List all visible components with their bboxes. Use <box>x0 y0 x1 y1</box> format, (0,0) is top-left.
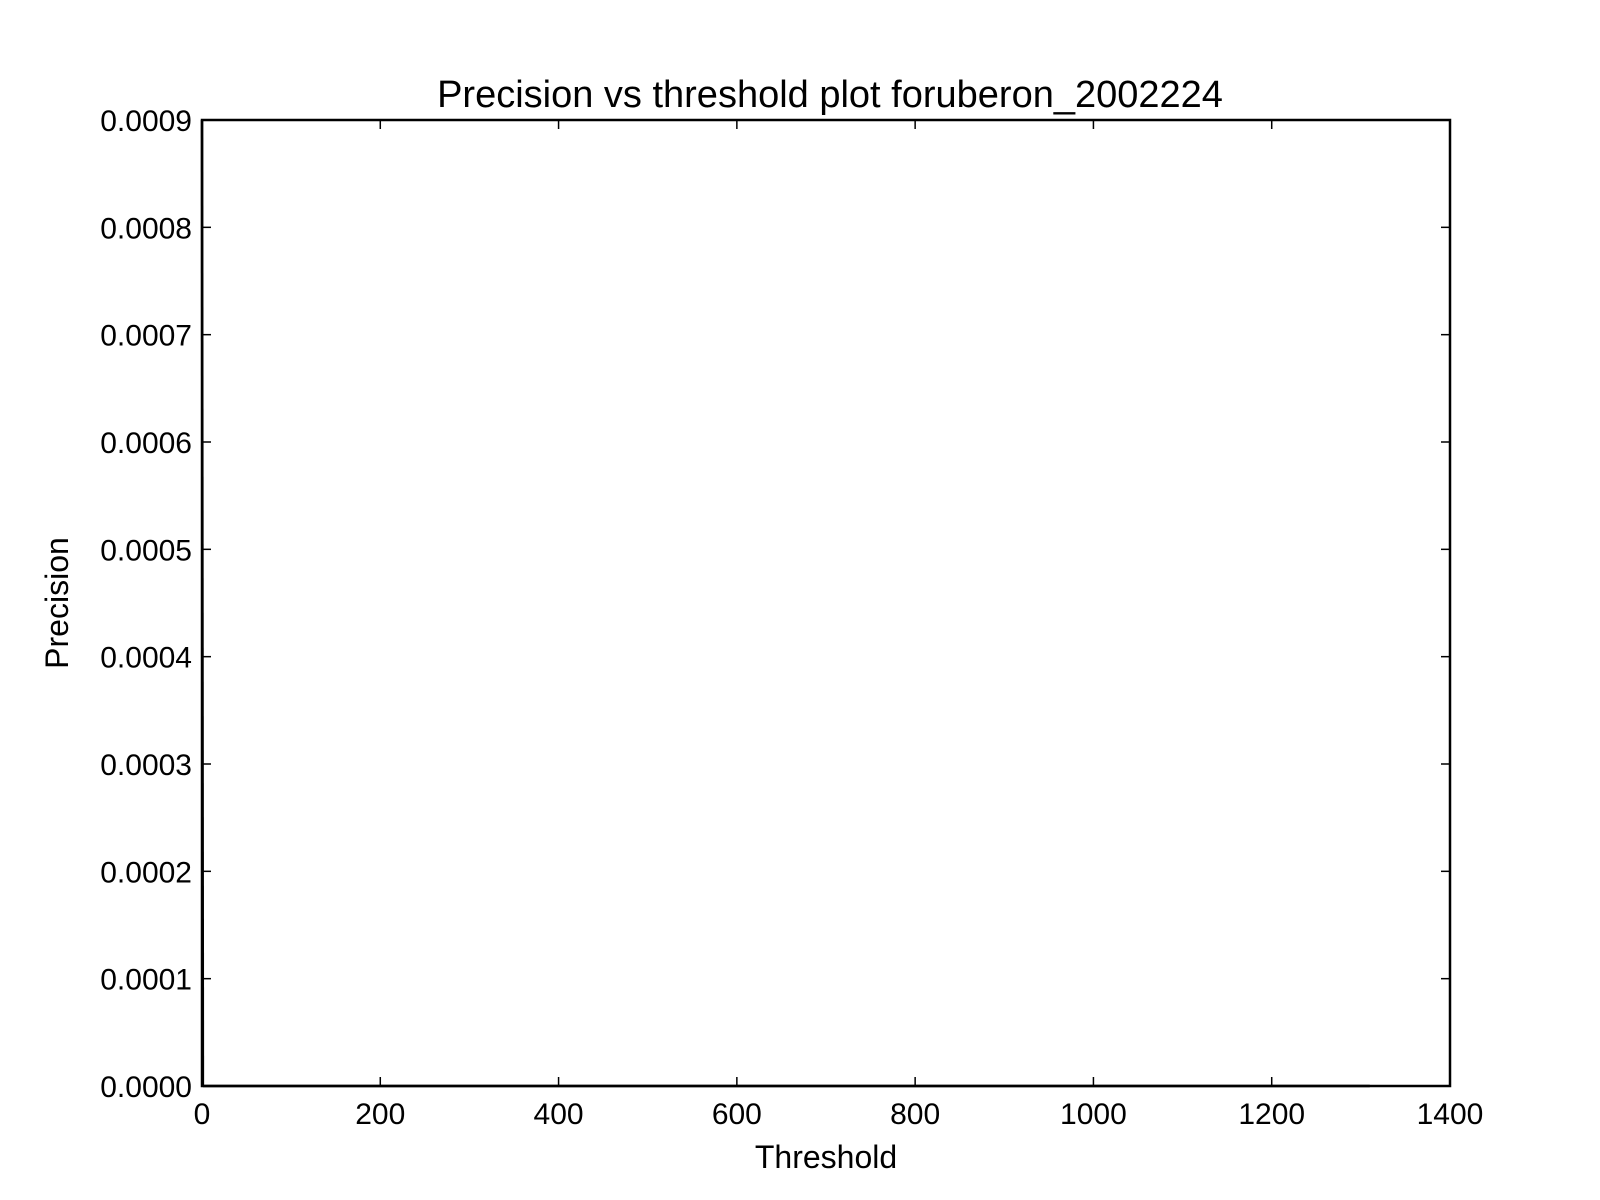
x-tick-label: 0 <box>194 1098 211 1131</box>
x-axis: 0 200 400 600 800 1000 1200 1400 <box>194 120 1484 1131</box>
x-tick-label: 1200 <box>1238 1098 1305 1131</box>
x-tick-label: 1400 <box>1417 1098 1484 1131</box>
x-tick-label: 800 <box>890 1098 940 1131</box>
y-axis: 0.0000 0.0001 0.0002 0.0003 0.0004 0.0005 0.00… <box>100 105 1450 1104</box>
x-axis-label: Threshold <box>755 1139 897 1175</box>
chart-title: Precision vs threshold plot foruberon_20… <box>437 74 1223 116</box>
y-tick-label: 0.0009 <box>100 105 192 138</box>
y-tick-label: 0.0004 <box>100 642 192 675</box>
x-tick-label: 400 <box>534 1098 584 1131</box>
y-axis-label: Precision <box>39 537 75 669</box>
y-tick-label: 0.0008 <box>100 212 192 245</box>
plot-area-frame <box>200 118 1452 1088</box>
y-tick-label: 0.0000 <box>100 1071 192 1104</box>
y-tick-label: 0.0003 <box>100 749 192 782</box>
series-layer <box>200 119 1370 1088</box>
x-tick-label: 200 <box>355 1098 405 1131</box>
y-tick-label: 0.0002 <box>100 856 192 889</box>
y-tick-label: 0.0007 <box>100 320 192 353</box>
x-tick-label: 1000 <box>1060 1098 1127 1131</box>
x-tick-label: 600 <box>712 1098 762 1131</box>
y-tick-label: 0.0001 <box>100 964 192 997</box>
y-tick-label: 0.0005 <box>100 534 192 567</box>
y-tick-label: 0.0006 <box>100 427 192 460</box>
